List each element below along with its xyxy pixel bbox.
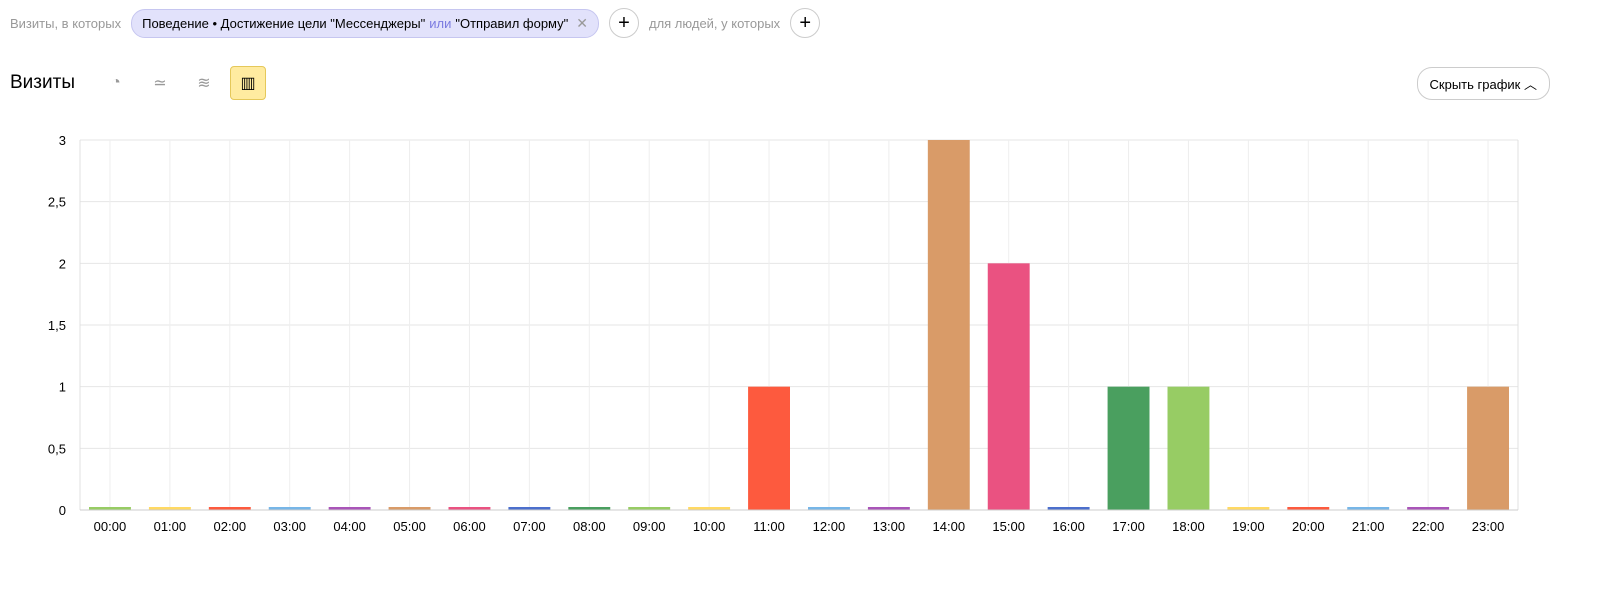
x-tick-label: 07:00: [513, 519, 546, 534]
x-tick-label: 09:00: [633, 519, 666, 534]
bar-06:00: [448, 507, 491, 510]
bar-05:00: [388, 507, 431, 510]
chip-text-2: "Отправил форму": [455, 15, 569, 31]
bar-08:00: [568, 507, 611, 510]
pie-chart-icon[interactable]: ◔: [111, 74, 121, 91]
y-tick-label: 1: [59, 380, 66, 395]
x-tick-label: 14:00: [933, 519, 966, 534]
x-tick-label: 22:00: [1412, 519, 1445, 534]
bar-10:00: [688, 507, 731, 510]
y-tick-label: 2: [59, 256, 66, 271]
x-tick-label: 04:00: [333, 519, 366, 534]
x-tick-label: 00:00: [94, 519, 127, 534]
x-tick-label: 06:00: [453, 519, 486, 534]
x-tick-label: 20:00: [1292, 519, 1325, 534]
bar-12:00: [808, 507, 850, 510]
y-tick-label: 1,5: [48, 318, 66, 333]
x-tick-label: 10:00: [693, 519, 726, 534]
bar-11:00: [748, 386, 790, 510]
chart-type-switcher: ◔ ≃ ≋ ▥: [98, 66, 266, 100]
bar-18:00: [1167, 386, 1210, 510]
bar-16:00: [1047, 507, 1090, 510]
x-tick-label: 19:00: [1232, 519, 1265, 534]
x-tick-label: 12:00: [813, 519, 846, 534]
bar-22:00: [1407, 507, 1450, 510]
close-icon[interactable]: ✕: [576, 14, 588, 31]
bar-23:00: [1467, 386, 1509, 510]
chart-title: Визиты: [10, 72, 75, 93]
x-tick-label: 21:00: [1352, 519, 1385, 534]
bar-09:00: [628, 507, 671, 510]
x-tick-label: 02:00: [214, 519, 247, 534]
x-tick-label: 15:00: [992, 519, 1025, 534]
bar-19:00: [1227, 507, 1270, 510]
y-tick-label: 0,5: [48, 441, 66, 456]
chip-or: или: [429, 15, 452, 31]
bar-03:00: [268, 507, 311, 510]
bar-01:00: [148, 507, 191, 510]
hide-chart-label: Скрыть график: [1429, 77, 1521, 92]
x-tick-label: 18:00: [1172, 519, 1205, 534]
bar-20:00: [1287, 507, 1330, 510]
bar-17:00: [1107, 386, 1150, 510]
bar-02:00: [208, 507, 251, 510]
y-tick-label: 2,5: [48, 195, 66, 210]
add-visit-condition-button[interactable]: +: [608, 8, 639, 38]
bar-14:00: [927, 140, 970, 510]
add-people-condition-button[interactable]: +: [790, 8, 821, 38]
bar-21:00: [1347, 507, 1390, 510]
hide-chart-button[interactable]: Скрыть график ︿: [1416, 67, 1550, 100]
bar-07:00: [508, 507, 551, 510]
x-tick-label: 01:00: [154, 519, 187, 534]
x-tick-label: 03:00: [273, 519, 306, 534]
y-tick-label: 0: [59, 503, 66, 518]
bar-15:00: [987, 263, 1030, 510]
x-tick-label: 13:00: [873, 519, 906, 534]
people-filter-label: для людей, у которых: [648, 15, 781, 31]
visits-filter-label: Визиты, в которых: [10, 15, 122, 31]
x-tick-label: 08:00: [573, 519, 606, 534]
area-chart-icon[interactable]: ≋: [197, 75, 211, 92]
bar-chart-icon[interactable]: ▥: [230, 66, 266, 100]
bar-13:00: [867, 507, 910, 510]
x-tick-label: 16:00: [1052, 519, 1085, 534]
x-tick-label: 11:00: [753, 519, 785, 534]
x-tick-label: 05:00: [393, 519, 426, 534]
goal-filter-chip[interactable]: Поведение • Достижение цели "Мессенджеры…: [131, 8, 599, 38]
x-tick-label: 23:00: [1472, 519, 1505, 534]
chip-text-1: Поведение • Достижение цели "Мессенджеры…: [142, 15, 426, 31]
y-tick-label: 3: [59, 133, 66, 148]
x-tick-label: 17:00: [1112, 519, 1145, 534]
bar-04:00: [328, 507, 371, 510]
segment-filters: Визиты, в которых Поведение • Достижение…: [10, 8, 821, 38]
line-chart-icon[interactable]: ≃: [153, 75, 167, 92]
bar-00:00: [89, 507, 131, 510]
